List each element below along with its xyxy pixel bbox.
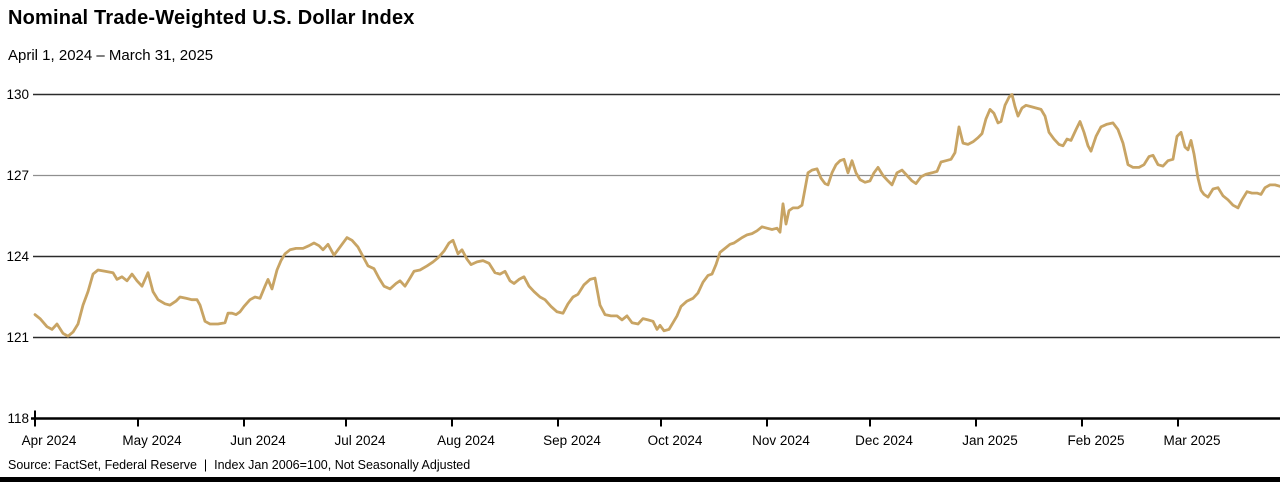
x-axis-label-Feb-2025: Feb 2025	[1067, 433, 1124, 448]
x-axis-label-Jun-2024: Jun 2024	[230, 433, 286, 448]
x-axis-label-Mar-2025: Mar 2025	[1163, 433, 1220, 448]
source-attribution: Source: FactSet, Federal Reserve | Index…	[8, 458, 471, 472]
y-axis-label-121: 121	[6, 330, 29, 345]
x-axis-label-Aug-2024: Aug 2024	[437, 433, 495, 448]
x-axis-label-Jul-2024: Jul 2024	[334, 433, 386, 448]
page-title: Nominal Trade-Weighted U.S. Dollar Index	[8, 7, 415, 29]
x-axis-label-Oct-2024: Oct 2024	[648, 433, 703, 448]
x-axis-label-Jan-2025: Jan 2025	[962, 433, 1018, 448]
bottom-divider-bar	[0, 477, 1280, 482]
chart-subtitle: April 1, 2024 – March 31, 2025	[8, 47, 214, 64]
y-axis-label-118: 118	[7, 411, 29, 426]
x-axis-label-Dec-2024: Dec 2024	[855, 433, 913, 448]
x-axis-label-Sep-2024: Sep 2024	[543, 433, 601, 448]
x-axis-label-May-2024: May 2024	[122, 433, 182, 448]
y-axis-label-130: 130	[6, 87, 29, 102]
x-axis-label-Nov-2024: Nov 2024	[752, 433, 810, 448]
y-axis-label-127: 127	[6, 168, 29, 183]
y-axis-label-124: 124	[6, 249, 29, 264]
x-axis-label-Apr-2024: Apr 2024	[22, 433, 77, 448]
dollar-index-line	[33, 93, 1280, 338]
